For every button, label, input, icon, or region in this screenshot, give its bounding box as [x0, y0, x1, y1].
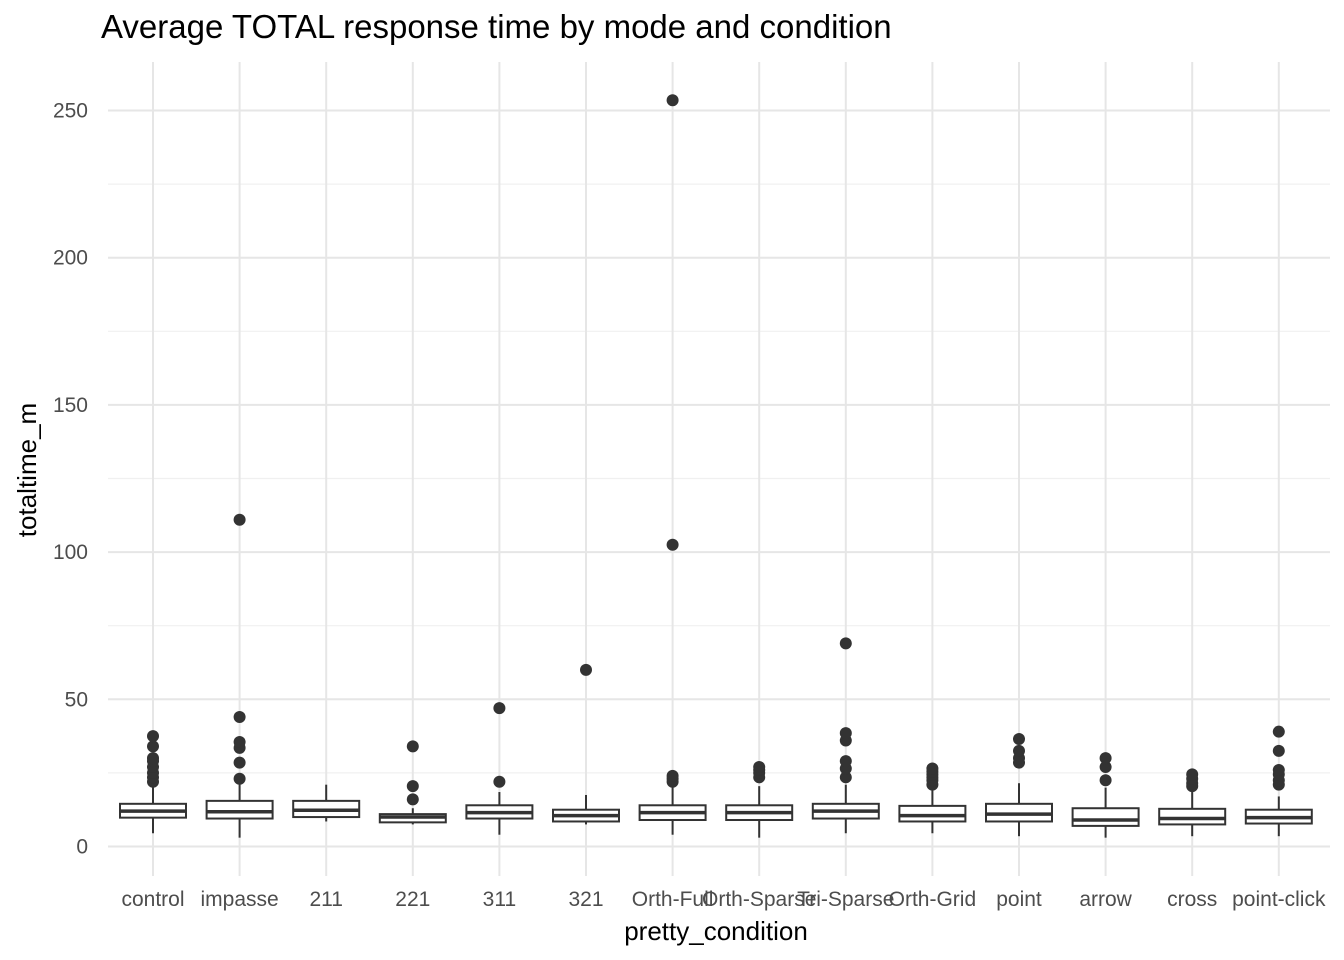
- x-tick-label: cross: [1167, 888, 1217, 911]
- box-group: [898, 762, 967, 834]
- outlier-point: [233, 513, 246, 526]
- outlier-point: [233, 756, 246, 769]
- box-group: [119, 730, 187, 834]
- box-group: [205, 513, 274, 838]
- box: [898, 804, 967, 823]
- outlier-point: [839, 755, 852, 768]
- boxes: [119, 94, 1313, 838]
- outlier-point: [1013, 733, 1025, 746]
- outlier-point: [1099, 774, 1112, 787]
- outlier-point: [1272, 744, 1285, 757]
- x-tick-label: point-click: [1232, 888, 1326, 911]
- box-group: [811, 637, 880, 834]
- x-tick-label: 321: [568, 888, 603, 911]
- box-group: [1244, 725, 1313, 837]
- outlier-point: [233, 710, 246, 723]
- x-tick-label: point: [996, 888, 1042, 911]
- x-tick-label: 311: [483, 888, 516, 911]
- y-axis-title: totaltime_m: [12, 403, 42, 537]
- outlier-point: [1013, 744, 1025, 757]
- outlier-point: [580, 663, 592, 676]
- y-tick-label: 200: [53, 247, 88, 270]
- outlier-point: [147, 730, 159, 743]
- x-tick-label: arrow: [1079, 888, 1132, 911]
- outlier-point: [406, 793, 419, 806]
- x-tick-label: control: [121, 888, 184, 911]
- x-axis-title: pretty_condition: [624, 916, 808, 946]
- box-group: [552, 663, 620, 825]
- x-tick-label: 211: [309, 888, 342, 911]
- y-tick-label: 150: [53, 394, 88, 417]
- outlier-point: [233, 772, 246, 785]
- box-group: [378, 740, 447, 825]
- x-axis-ticks: control impasse 211 221 311 321 Orth-FullOrth-…: [121, 888, 1325, 911]
- x-tick-label: Orth-Full: [632, 888, 714, 911]
- x-tick-label: 221: [395, 888, 430, 911]
- outlier-point: [666, 769, 679, 782]
- box-group: [985, 733, 1053, 837]
- outlier-point: [1272, 763, 1285, 776]
- outlier-point: [1099, 761, 1112, 774]
- outlier-point: [493, 702, 506, 715]
- outlier-point: [839, 727, 852, 740]
- box-group: [638, 94, 707, 835]
- outlier-point: [147, 740, 159, 753]
- x-tick-label: Orth-Sparse: [702, 888, 816, 911]
- box: [1071, 807, 1140, 827]
- chart-title: Average TOTAL response time by mode and …: [101, 8, 892, 45]
- outlier-point: [1099, 752, 1112, 765]
- box: [205, 799, 274, 820]
- outlier-point: [666, 538, 679, 551]
- gridlines: [108, 62, 1330, 876]
- outlier-point: [406, 740, 419, 753]
- outlier-point: [1186, 768, 1199, 781]
- y-tick-label: 0: [76, 836, 88, 859]
- y-tick-label: 50: [65, 688, 88, 711]
- outlier-point: [753, 761, 766, 774]
- x-tick-label: impasse: [200, 888, 278, 911]
- box-group: [1158, 768, 1227, 837]
- y-tick-label: 250: [53, 100, 88, 123]
- outlier-point: [926, 762, 939, 775]
- outlier-point: [839, 771, 852, 784]
- y-axis-ticks: 0 50 100 150 200 250: [53, 100, 88, 859]
- outlier-point: [839, 637, 852, 650]
- outlier-point: [147, 752, 159, 765]
- y-tick-label: 100: [53, 541, 88, 564]
- box-group: [465, 702, 534, 835]
- x-tick-label: Orth-Grid: [889, 888, 977, 911]
- outlier-point: [666, 94, 679, 107]
- outlier-point: [233, 735, 246, 748]
- box: [1158, 807, 1227, 826]
- box-group: [292, 784, 361, 822]
- outlier-point: [1272, 725, 1285, 738]
- outlier-point: [493, 775, 506, 788]
- box-group: [1071, 752, 1140, 838]
- x-tick-label: Tri-Sparse: [797, 888, 894, 911]
- box-group: [725, 761, 794, 838]
- outlier-point: [406, 780, 419, 793]
